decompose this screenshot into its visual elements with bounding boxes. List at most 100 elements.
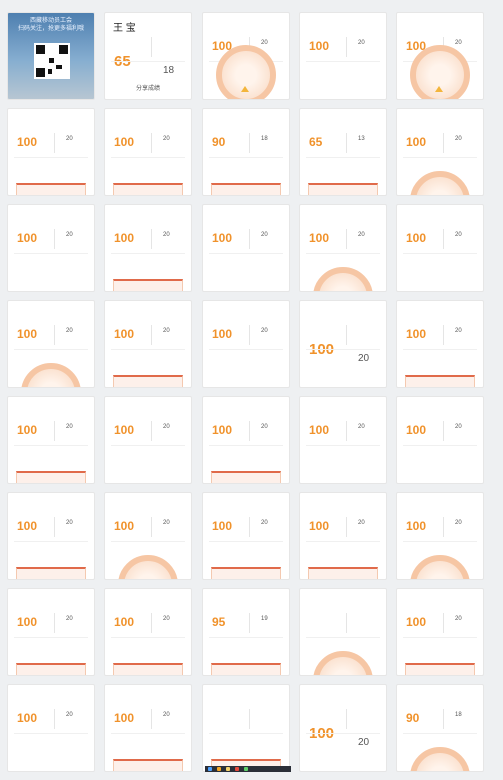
folder-icon[interactable] <box>226 767 230 771</box>
result-card[interactable]: 100 20 <box>8 685 94 771</box>
mountain-icon <box>435 86 443 92</box>
challenge-banner[interactable] <box>113 375 183 387</box>
score-value: 100 <box>17 423 38 437</box>
correct-count: 19 <box>261 616 268 622</box>
result-card[interactable]: 王 宝 65 18 分享成绩 <box>105 13 191 99</box>
result-card[interactable]: 90 18 <box>203 109 289 195</box>
divider <box>54 517 55 537</box>
result-card[interactable]: 100 20 <box>203 205 289 291</box>
result-card[interactable]: 100 20 <box>105 301 191 387</box>
divider <box>403 637 477 638</box>
result-card[interactable]: 100 20 <box>397 13 483 99</box>
result-card[interactable]: 100 20 <box>8 205 94 291</box>
result-card[interactable]: 100 20 <box>397 493 483 579</box>
challenge-banner[interactable] <box>113 279 183 291</box>
result-card[interactable] <box>300 589 386 675</box>
correct-count: 20 <box>455 520 462 526</box>
divider <box>346 517 347 537</box>
result-card[interactable]: 100 20 <box>8 301 94 387</box>
browser-icon[interactable] <box>217 767 221 771</box>
correct-count: 18 <box>163 65 175 76</box>
score-value: 100 <box>309 39 330 53</box>
result-card[interactable]: 100 20 <box>8 493 94 579</box>
challenge-banner[interactable] <box>16 471 86 483</box>
score-value: 90 <box>406 711 420 725</box>
result-card[interactable]: 100 20 <box>8 397 94 483</box>
taskbar <box>205 766 291 772</box>
divider <box>346 709 347 729</box>
result-card[interactable]: 100 20 <box>105 205 191 291</box>
divider <box>306 541 380 542</box>
divider <box>403 541 477 542</box>
challenge-banner[interactable] <box>113 759 183 771</box>
challenge-banner[interactable] <box>211 471 281 483</box>
share-button[interactable]: 分享成绩 <box>135 86 160 92</box>
medal-ring <box>410 747 470 771</box>
score-value: 65 <box>309 135 323 149</box>
result-card[interactable]: 100 20 <box>203 13 289 99</box>
result-card[interactable] <box>203 685 289 771</box>
result-card[interactable]: 100 20 <box>397 109 483 195</box>
result-card[interactable]: 100 20 <box>397 397 483 483</box>
challenge-banner[interactable] <box>211 183 281 195</box>
score-value: 100 <box>406 135 427 149</box>
result-card[interactable]: 100 20 <box>203 397 289 483</box>
result-card[interactable]: 100 20 <box>105 589 191 675</box>
correct-count: 20 <box>358 737 370 748</box>
challenge-banner[interactable] <box>405 663 475 675</box>
result-card[interactable]: 100 20 <box>105 685 191 771</box>
result-card[interactable]: 90 18 <box>397 685 483 771</box>
chat-icon[interactable] <box>244 767 248 771</box>
result-card[interactable]: 100 20 <box>300 13 386 99</box>
result-card[interactable]: 100 20 <box>397 589 483 675</box>
score-value: 100 <box>114 231 135 245</box>
challenge-banner[interactable] <box>405 375 475 387</box>
windows-icon[interactable] <box>208 767 212 771</box>
result-card[interactable]: 95 19 <box>203 589 289 675</box>
score-value: 100 <box>17 615 38 629</box>
qr-code[interactable] <box>34 43 70 79</box>
challenge-banner[interactable] <box>16 183 86 195</box>
result-card[interactable]: 100 20 <box>203 301 289 387</box>
result-card[interactable]: 100 20 <box>397 205 483 291</box>
result-card[interactable]: 100 20 <box>8 109 94 195</box>
divider <box>54 613 55 633</box>
divider <box>209 733 283 734</box>
result-card[interactable]: 100 20 <box>300 301 386 387</box>
result-card[interactable]: 100 20 <box>300 205 386 291</box>
correct-count: 20 <box>261 424 268 430</box>
result-card[interactable]: 100 20 <box>300 493 386 579</box>
divider <box>14 733 88 734</box>
challenge-banner[interactable] <box>16 663 86 675</box>
promo-card[interactable]: 西藏移动员工会 扫码关注，抢更多福利哦 <box>8 13 94 99</box>
result-card[interactable]: 100 20 <box>300 685 386 771</box>
correct-count: 20 <box>66 136 73 142</box>
result-card[interactable]: 100 20 <box>203 493 289 579</box>
score-value: 100 <box>114 327 135 341</box>
divider <box>306 253 380 254</box>
result-card[interactable]: 100 20 <box>105 109 191 195</box>
user-name: 王 宝 <box>113 23 136 34</box>
result-card[interactable]: 100 20 <box>8 589 94 675</box>
result-card[interactable]: 65 13 <box>300 109 386 195</box>
app-icon[interactable] <box>235 767 239 771</box>
result-card[interactable]: 100 20 <box>105 493 191 579</box>
challenge-banner[interactable] <box>211 663 281 675</box>
correct-count: 20 <box>66 520 73 526</box>
divider <box>14 253 88 254</box>
divider <box>306 61 380 62</box>
challenge-banner[interactable] <box>16 567 86 579</box>
challenge-banner[interactable] <box>308 567 378 579</box>
score-value: 100 <box>17 519 38 533</box>
result-card[interactable]: 100 20 <box>300 397 386 483</box>
challenge-banner[interactable] <box>308 183 378 195</box>
divider <box>111 445 185 446</box>
score-value: 100 <box>406 615 427 629</box>
challenge-banner[interactable] <box>113 183 183 195</box>
challenge-banner[interactable] <box>113 663 183 675</box>
challenge-banner[interactable] <box>211 567 281 579</box>
divider <box>443 709 444 729</box>
result-card[interactable]: 100 20 <box>105 397 191 483</box>
divider <box>306 733 380 734</box>
result-card[interactable]: 100 20 <box>397 301 483 387</box>
